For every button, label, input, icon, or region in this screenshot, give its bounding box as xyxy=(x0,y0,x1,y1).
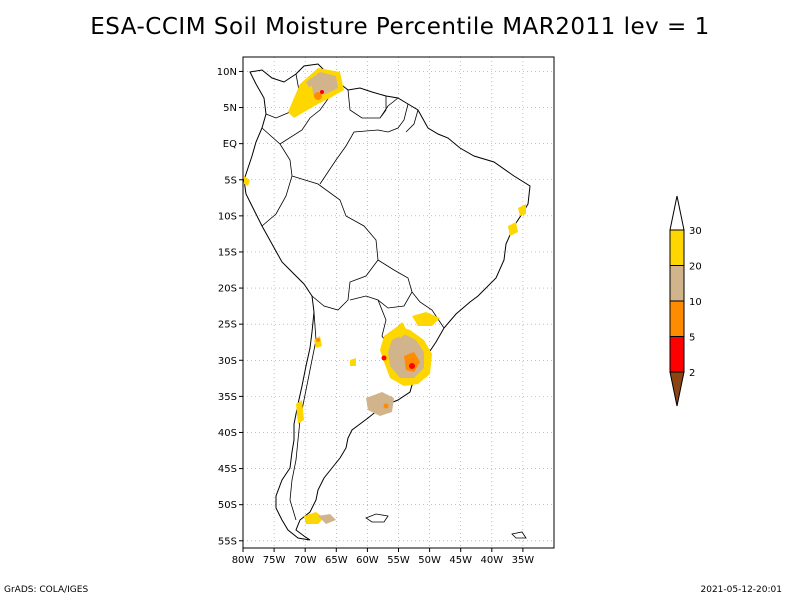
lat-tick-label: 45S xyxy=(218,464,237,475)
lon-tick-label: 65W xyxy=(325,555,348,566)
lat-tick-label: 10N xyxy=(217,67,237,78)
colorbar-label: 5 xyxy=(689,333,695,344)
map-gridlines xyxy=(242,57,554,548)
colorbar-cell xyxy=(669,336,685,373)
lon-tick-label: 75W xyxy=(263,555,286,566)
lon-tick-label: 50W xyxy=(418,555,441,566)
colorbar-cell xyxy=(669,300,685,337)
colorbar-cap-bottom xyxy=(669,371,685,407)
lat-tick-label: 35S xyxy=(218,392,237,403)
lon-tick-label: 60W xyxy=(356,555,379,566)
lat-tick-label: 25S xyxy=(218,320,237,331)
colorbar-label: 30 xyxy=(689,226,702,237)
lon-tick-label: 35W xyxy=(512,555,535,566)
colorbar-cap-top xyxy=(669,195,685,231)
lat-tick-label: 15S xyxy=(218,247,237,258)
country-boundaries xyxy=(261,73,445,521)
soil-moisture-patches xyxy=(244,68,526,524)
colorbar-label: 10 xyxy=(689,297,702,308)
lon-tick-label: 45W xyxy=(449,555,472,566)
lat-tick-label: EQ xyxy=(223,139,237,150)
lon-tick-label: 40W xyxy=(480,555,503,566)
colorbar-label: 2 xyxy=(689,368,695,379)
lat-tick-label: 20S xyxy=(218,284,237,295)
lat-tick-label: 30S xyxy=(218,356,237,367)
footer-timestamp: 2021-05-12-20:01 xyxy=(700,585,783,595)
colorbar-legend: 30 20 10 5 2 xyxy=(669,195,702,407)
colorbar-label: 20 xyxy=(689,262,702,273)
lon-tick-label: 55W xyxy=(387,555,410,566)
islands xyxy=(365,513,527,539)
lat-tick-label: 55S xyxy=(218,536,237,547)
lon-tick-label: 70W xyxy=(294,555,317,566)
lon-tick-label: 80W xyxy=(232,555,255,566)
map-frame xyxy=(242,56,555,549)
lat-tick-label: 40S xyxy=(218,428,237,439)
colorbar-cell xyxy=(669,229,685,266)
lat-tick-label: 50S xyxy=(218,500,237,511)
footer-credit: GrADS: COLA/IGES xyxy=(4,585,89,595)
lat-tick-label: 5N xyxy=(223,103,237,114)
axis-ticks: 10N 5N EQ 5S 10S 15S 20S 25S 30S 35S 40S 45S 50S 55S 8… xyxy=(217,67,535,566)
lat-tick-label: 10S xyxy=(218,211,237,222)
map-title: ESA-CCIM Soil Moisture Percentile MAR201… xyxy=(90,14,710,40)
lat-tick-label: 5S xyxy=(224,175,237,186)
colorbar-cell xyxy=(669,265,685,302)
